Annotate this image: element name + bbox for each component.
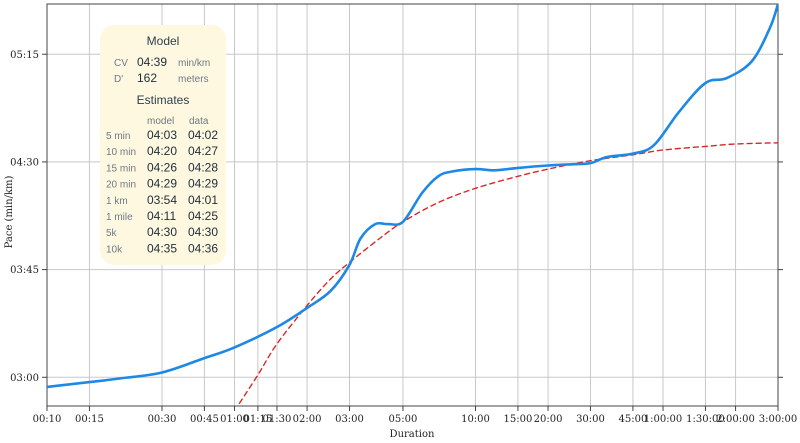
model-title: Model xyxy=(147,34,180,48)
x-tick-label: 02:00 xyxy=(293,414,322,425)
x-tick-label: 00:30 xyxy=(148,414,177,425)
estimate-label: 1 mile xyxy=(106,212,133,223)
x-tick-label: 00:10 xyxy=(33,414,62,425)
x-tick-label: 00:15 xyxy=(75,414,104,425)
x-tick-label: 05:00 xyxy=(389,414,418,425)
model-box: Model CV 04:39 min/km D' 162 meters Esti… xyxy=(100,25,226,265)
estimate-label: 1 km xyxy=(106,196,128,207)
y-tick-label: 04:30 xyxy=(10,157,39,168)
estimate-model: 04:20 xyxy=(147,144,177,158)
estimate-data: 04:28 xyxy=(188,160,218,174)
estimate-row: 15 min 04:26 04:28 xyxy=(106,160,218,174)
x-tick-label: 00:45 xyxy=(190,414,219,425)
estimate-model: 03:54 xyxy=(147,193,177,207)
estimate-label: 5k xyxy=(106,228,118,239)
x-tick-label: 1:00:00 xyxy=(644,414,683,425)
estimate-label: 10k xyxy=(106,244,123,255)
estimate-model: 04:26 xyxy=(147,160,177,174)
dprime-label: D' xyxy=(114,74,123,85)
estimate-row: 5 min 04:03 04:02 xyxy=(106,128,218,142)
estimate-model: 04:35 xyxy=(147,241,177,255)
estimate-data: 04:29 xyxy=(188,177,218,191)
cv-value: 04:39 xyxy=(137,55,167,69)
y-axis-title: Pace (min/km) xyxy=(4,176,15,249)
series-layer xyxy=(47,4,778,406)
x-tick-label: 45:00 xyxy=(619,414,648,425)
x-tick-label: 20:00 xyxy=(534,414,563,425)
col-model-header: model xyxy=(147,116,174,127)
dprime-unit: meters xyxy=(178,74,209,85)
x-tick-label: 03:00 xyxy=(335,414,364,425)
y-tick-label: 05:15 xyxy=(10,50,39,61)
cv-unit: min/km xyxy=(178,58,210,69)
estimate-model: 04:11 xyxy=(147,209,176,223)
estimate-row: 20 min 04:29 04:29 xyxy=(106,177,218,191)
estimate-row: 10k 04:35 04:36 xyxy=(106,241,218,255)
estimate-label: 20 min xyxy=(106,180,136,191)
data-curve-line xyxy=(47,4,778,389)
grid xyxy=(46,4,779,406)
dprime-value: 162 xyxy=(137,71,157,85)
x-tick-label: 1:30:00 xyxy=(686,414,725,425)
estimate-data: 04:25 xyxy=(188,209,218,223)
estimate-data: 04:30 xyxy=(188,225,218,239)
x-tick-label: 10:00 xyxy=(461,414,490,425)
estimate-row: 1 mile 04:11 04:25 xyxy=(106,209,218,223)
estimate-row: 10 min 04:20 04:27 xyxy=(106,144,218,158)
x-tick-label: 2:00:00 xyxy=(716,414,755,425)
model-box-background xyxy=(100,25,226,265)
estimate-data: 04:01 xyxy=(188,193,218,207)
estimate-row: 1 km 03:54 04:01 xyxy=(106,193,218,207)
estimate-model: 04:30 xyxy=(147,225,177,239)
estimate-data: 04:02 xyxy=(188,128,218,142)
x-tick-label: 01:15 xyxy=(243,414,272,425)
cv-label: CV xyxy=(114,58,128,69)
x-tick-label: 01:00 xyxy=(220,414,249,425)
estimate-model: 04:03 xyxy=(147,128,177,142)
estimates-title: Estimates xyxy=(137,93,190,107)
y-tick-label: 03:00 xyxy=(10,373,39,384)
model-curve-line xyxy=(236,142,778,406)
estimate-label: 5 min xyxy=(106,131,130,142)
col-data-header: data xyxy=(189,116,209,127)
estimate-model: 04:29 xyxy=(147,177,177,191)
x-tick-label: 30:00 xyxy=(576,414,605,425)
estimate-data: 04:27 xyxy=(188,144,218,158)
plot-frame xyxy=(46,3,779,407)
estimate-rows: 5 min 04:03 04:02 10 min 04:20 04:27 15 min 04:… xyxy=(106,128,218,255)
estimate-label: 10 min xyxy=(106,147,136,158)
x-tick-label: 01:30 xyxy=(263,414,292,425)
x-tick-label: 3:00:00 xyxy=(759,414,798,425)
estimate-data: 04:36 xyxy=(188,241,218,255)
x-tick-label: 15:00 xyxy=(504,414,533,425)
estimate-row: 5k 04:30 04:30 xyxy=(106,225,218,239)
x-axis-title: Duration xyxy=(390,429,435,440)
estimate-label: 15 min xyxy=(106,163,136,174)
y-tick-label: 03:45 xyxy=(10,265,39,276)
